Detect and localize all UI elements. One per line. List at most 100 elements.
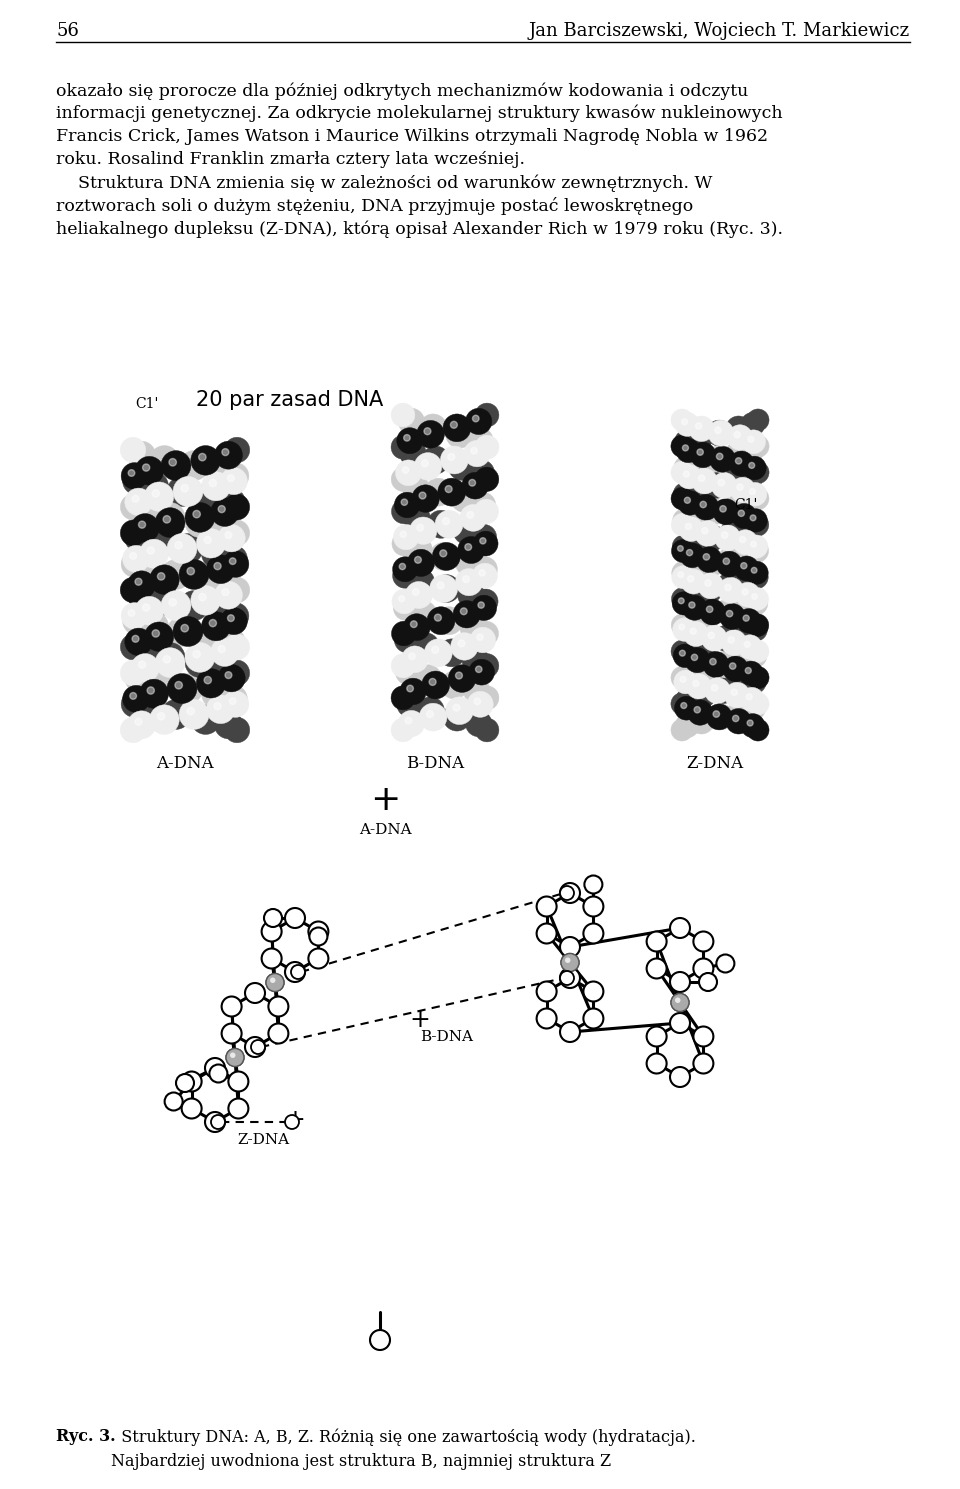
Circle shape xyxy=(156,712,172,728)
Circle shape xyxy=(402,666,415,679)
Circle shape xyxy=(702,527,708,535)
Circle shape xyxy=(208,478,224,494)
Circle shape xyxy=(222,1023,242,1044)
Text: informacji genetycznej. Za odkrycie molekularnej struktury kwasów nukleinowych: informacji genetycznej. Za odkrycie mole… xyxy=(56,106,782,122)
Circle shape xyxy=(426,710,434,718)
Circle shape xyxy=(270,978,276,983)
Circle shape xyxy=(308,948,328,968)
Circle shape xyxy=(175,682,182,689)
Circle shape xyxy=(444,646,459,660)
Circle shape xyxy=(414,555,428,570)
Circle shape xyxy=(179,625,190,637)
Circle shape xyxy=(452,704,467,718)
Circle shape xyxy=(560,886,574,899)
Circle shape xyxy=(127,500,140,514)
Circle shape xyxy=(677,673,687,683)
Circle shape xyxy=(397,724,409,736)
Circle shape xyxy=(732,503,756,529)
Circle shape xyxy=(182,569,193,581)
Circle shape xyxy=(721,494,747,520)
Circle shape xyxy=(464,441,491,468)
Circle shape xyxy=(222,588,228,596)
Circle shape xyxy=(432,542,461,570)
Text: Najbardziej uwodniona jest struktura B, najmniej struktura Z: Najbardziej uwodniona jest struktura B, … xyxy=(111,1453,612,1470)
Circle shape xyxy=(440,549,453,563)
Circle shape xyxy=(718,479,725,485)
Circle shape xyxy=(677,698,687,709)
Circle shape xyxy=(678,545,688,557)
Circle shape xyxy=(705,447,731,472)
Circle shape xyxy=(223,551,249,578)
Circle shape xyxy=(746,539,769,563)
Circle shape xyxy=(744,642,751,648)
Circle shape xyxy=(431,485,445,499)
Circle shape xyxy=(671,692,693,715)
Circle shape xyxy=(221,608,248,634)
Circle shape xyxy=(196,482,226,511)
Circle shape xyxy=(398,408,424,435)
Circle shape xyxy=(743,615,755,627)
Circle shape xyxy=(223,691,249,718)
Circle shape xyxy=(684,621,708,646)
Circle shape xyxy=(412,633,440,660)
Circle shape xyxy=(753,646,763,657)
Circle shape xyxy=(681,676,691,688)
Circle shape xyxy=(123,545,150,572)
Circle shape xyxy=(142,701,157,716)
Circle shape xyxy=(676,438,700,463)
Circle shape xyxy=(683,445,688,451)
Circle shape xyxy=(204,628,219,645)
Circle shape xyxy=(673,482,697,506)
Circle shape xyxy=(224,634,239,649)
Circle shape xyxy=(737,484,743,490)
Circle shape xyxy=(406,447,420,460)
Circle shape xyxy=(264,908,282,928)
Circle shape xyxy=(722,606,733,618)
Circle shape xyxy=(750,515,761,526)
Circle shape xyxy=(138,521,146,529)
Circle shape xyxy=(177,600,188,610)
Circle shape xyxy=(537,1008,557,1029)
Circle shape xyxy=(442,520,451,529)
Circle shape xyxy=(221,685,248,712)
Circle shape xyxy=(208,546,224,561)
Circle shape xyxy=(684,497,696,509)
Circle shape xyxy=(693,1054,713,1074)
Circle shape xyxy=(414,575,428,590)
Circle shape xyxy=(397,441,409,453)
Circle shape xyxy=(417,608,430,621)
Circle shape xyxy=(670,972,690,992)
Circle shape xyxy=(185,508,215,538)
Circle shape xyxy=(156,508,185,538)
Circle shape xyxy=(192,515,208,530)
Circle shape xyxy=(691,654,703,666)
Circle shape xyxy=(420,703,447,731)
Circle shape xyxy=(391,718,415,742)
Circle shape xyxy=(161,560,191,590)
Circle shape xyxy=(465,543,478,557)
Circle shape xyxy=(460,613,487,640)
Circle shape xyxy=(711,472,737,499)
Circle shape xyxy=(175,542,182,549)
Circle shape xyxy=(728,637,734,643)
Circle shape xyxy=(431,646,445,660)
Circle shape xyxy=(750,488,756,494)
Circle shape xyxy=(560,883,580,902)
Circle shape xyxy=(716,429,725,438)
Text: C1': C1' xyxy=(135,398,158,411)
Circle shape xyxy=(475,466,488,479)
Circle shape xyxy=(426,710,440,724)
Circle shape xyxy=(479,570,485,576)
Circle shape xyxy=(445,697,473,725)
Circle shape xyxy=(193,651,201,658)
Circle shape xyxy=(745,591,768,615)
Circle shape xyxy=(185,648,215,677)
Circle shape xyxy=(703,472,729,499)
Circle shape xyxy=(464,677,491,704)
Circle shape xyxy=(439,520,448,529)
Circle shape xyxy=(198,593,213,609)
Circle shape xyxy=(678,520,688,530)
Circle shape xyxy=(421,447,449,474)
Circle shape xyxy=(474,468,499,491)
Circle shape xyxy=(685,524,697,535)
